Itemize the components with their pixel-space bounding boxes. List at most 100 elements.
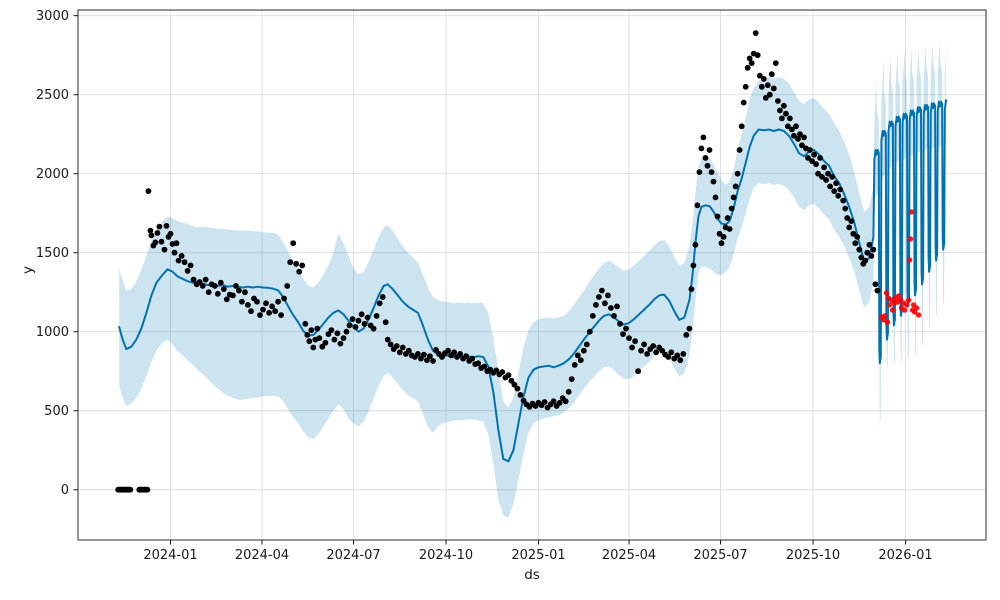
recent-actual-point [905, 297, 912, 303]
actual-point [856, 246, 863, 253]
actual-point [580, 347, 587, 354]
x-tick-label: 2024-01 [143, 548, 197, 563]
actual-point [732, 183, 739, 190]
actual-point [319, 343, 326, 350]
actual-point [364, 314, 371, 321]
recent-actual-point [913, 305, 920, 311]
actual-point [608, 305, 614, 311]
recent-actual-point [915, 312, 922, 318]
actual-point [349, 316, 356, 322]
actual-point [158, 238, 165, 245]
actual-point [811, 151, 817, 158]
recent-actual-point [895, 293, 902, 299]
actual-point [686, 325, 693, 332]
actual-point [266, 309, 272, 316]
actual-point [199, 283, 206, 289]
actual-point [352, 324, 359, 330]
actual-point [184, 268, 191, 274]
actual-point [614, 303, 620, 310]
actual-point [777, 107, 783, 114]
actual-point [433, 347, 439, 353]
axis-ticks: 0 500 1000 1500 2000 2500 3000 2024-01 2024-04 20… [36, 9, 933, 563]
actual-point [638, 347, 644, 354]
actual-point [343, 328, 350, 335]
recent-actual-point [908, 209, 915, 215]
actual-point [762, 95, 769, 101]
actual-point [813, 161, 819, 168]
x-tick-label: 2024-10 [419, 548, 473, 563]
y-tick-label: 2500 [36, 88, 69, 103]
actual-point [293, 260, 300, 267]
actual-point [175, 257, 182, 264]
actual-point [178, 253, 185, 259]
actual-point [187, 262, 194, 269]
actual-point [726, 226, 733, 232]
actual-point [248, 308, 254, 315]
x-tick-label: 2025-04 [602, 548, 656, 563]
x-tick-label: 2024-07 [326, 548, 380, 563]
actual-point [599, 287, 605, 294]
y-tick-label: 1000 [36, 325, 69, 340]
actual-point [308, 327, 315, 333]
actual-point [181, 259, 188, 266]
actual-point [837, 186, 844, 193]
actual-point [665, 354, 672, 360]
actual-point [760, 76, 767, 82]
actual-point [574, 352, 581, 359]
recent-actuals-points [878, 209, 922, 325]
actual-point [263, 300, 269, 307]
actual-point [424, 357, 430, 364]
actual-point [740, 99, 747, 106]
x-tick-label: 2026-01 [878, 548, 932, 563]
actual-point [854, 234, 861, 240]
actual-point [623, 325, 629, 332]
recent-actual-point [907, 236, 914, 242]
actual-point [850, 230, 857, 237]
actual-point [517, 392, 524, 398]
actual-point [325, 331, 332, 337]
actual-point [568, 376, 575, 382]
actual-point [562, 398, 569, 405]
actual-point [704, 162, 711, 169]
actual-point [299, 262, 306, 269]
actual-point [781, 102, 787, 109]
actual-point [242, 289, 248, 296]
actual-point [716, 230, 723, 237]
x-axis-label: ds [524, 567, 540, 583]
actual-point [236, 287, 242, 294]
actual-point [541, 399, 548, 405]
actual-point [393, 343, 400, 349]
actual-point [205, 289, 212, 296]
actual-point [589, 313, 596, 319]
actual-point [801, 134, 807, 141]
actual-point [696, 169, 703, 176]
recent-actual-point [903, 302, 910, 308]
actual-point [734, 170, 741, 177]
actual-point [783, 110, 789, 117]
actual-point [626, 335, 632, 341]
actual-point [358, 311, 365, 318]
actual-point [565, 388, 572, 395]
actual-point [304, 332, 311, 338]
actual-point [556, 399, 563, 406]
actual-point [173, 240, 180, 247]
actual-point [712, 194, 719, 201]
actual-point [632, 338, 638, 345]
actual-point [787, 115, 793, 122]
actual-point [764, 82, 771, 89]
actual-point [296, 268, 303, 275]
actual-point [674, 352, 681, 359]
y-tick-label: 2000 [36, 167, 69, 182]
actual-point [805, 155, 811, 161]
actual-point [829, 174, 836, 180]
actual-point [868, 253, 875, 259]
actual-point [779, 115, 785, 122]
y-tick-label: 500 [44, 404, 69, 419]
actual-point [874, 287, 881, 294]
actual-point [620, 331, 626, 337]
actual-point [245, 302, 251, 308]
forecast-line [118, 99, 947, 463]
recent-actual-point [889, 307, 896, 313]
